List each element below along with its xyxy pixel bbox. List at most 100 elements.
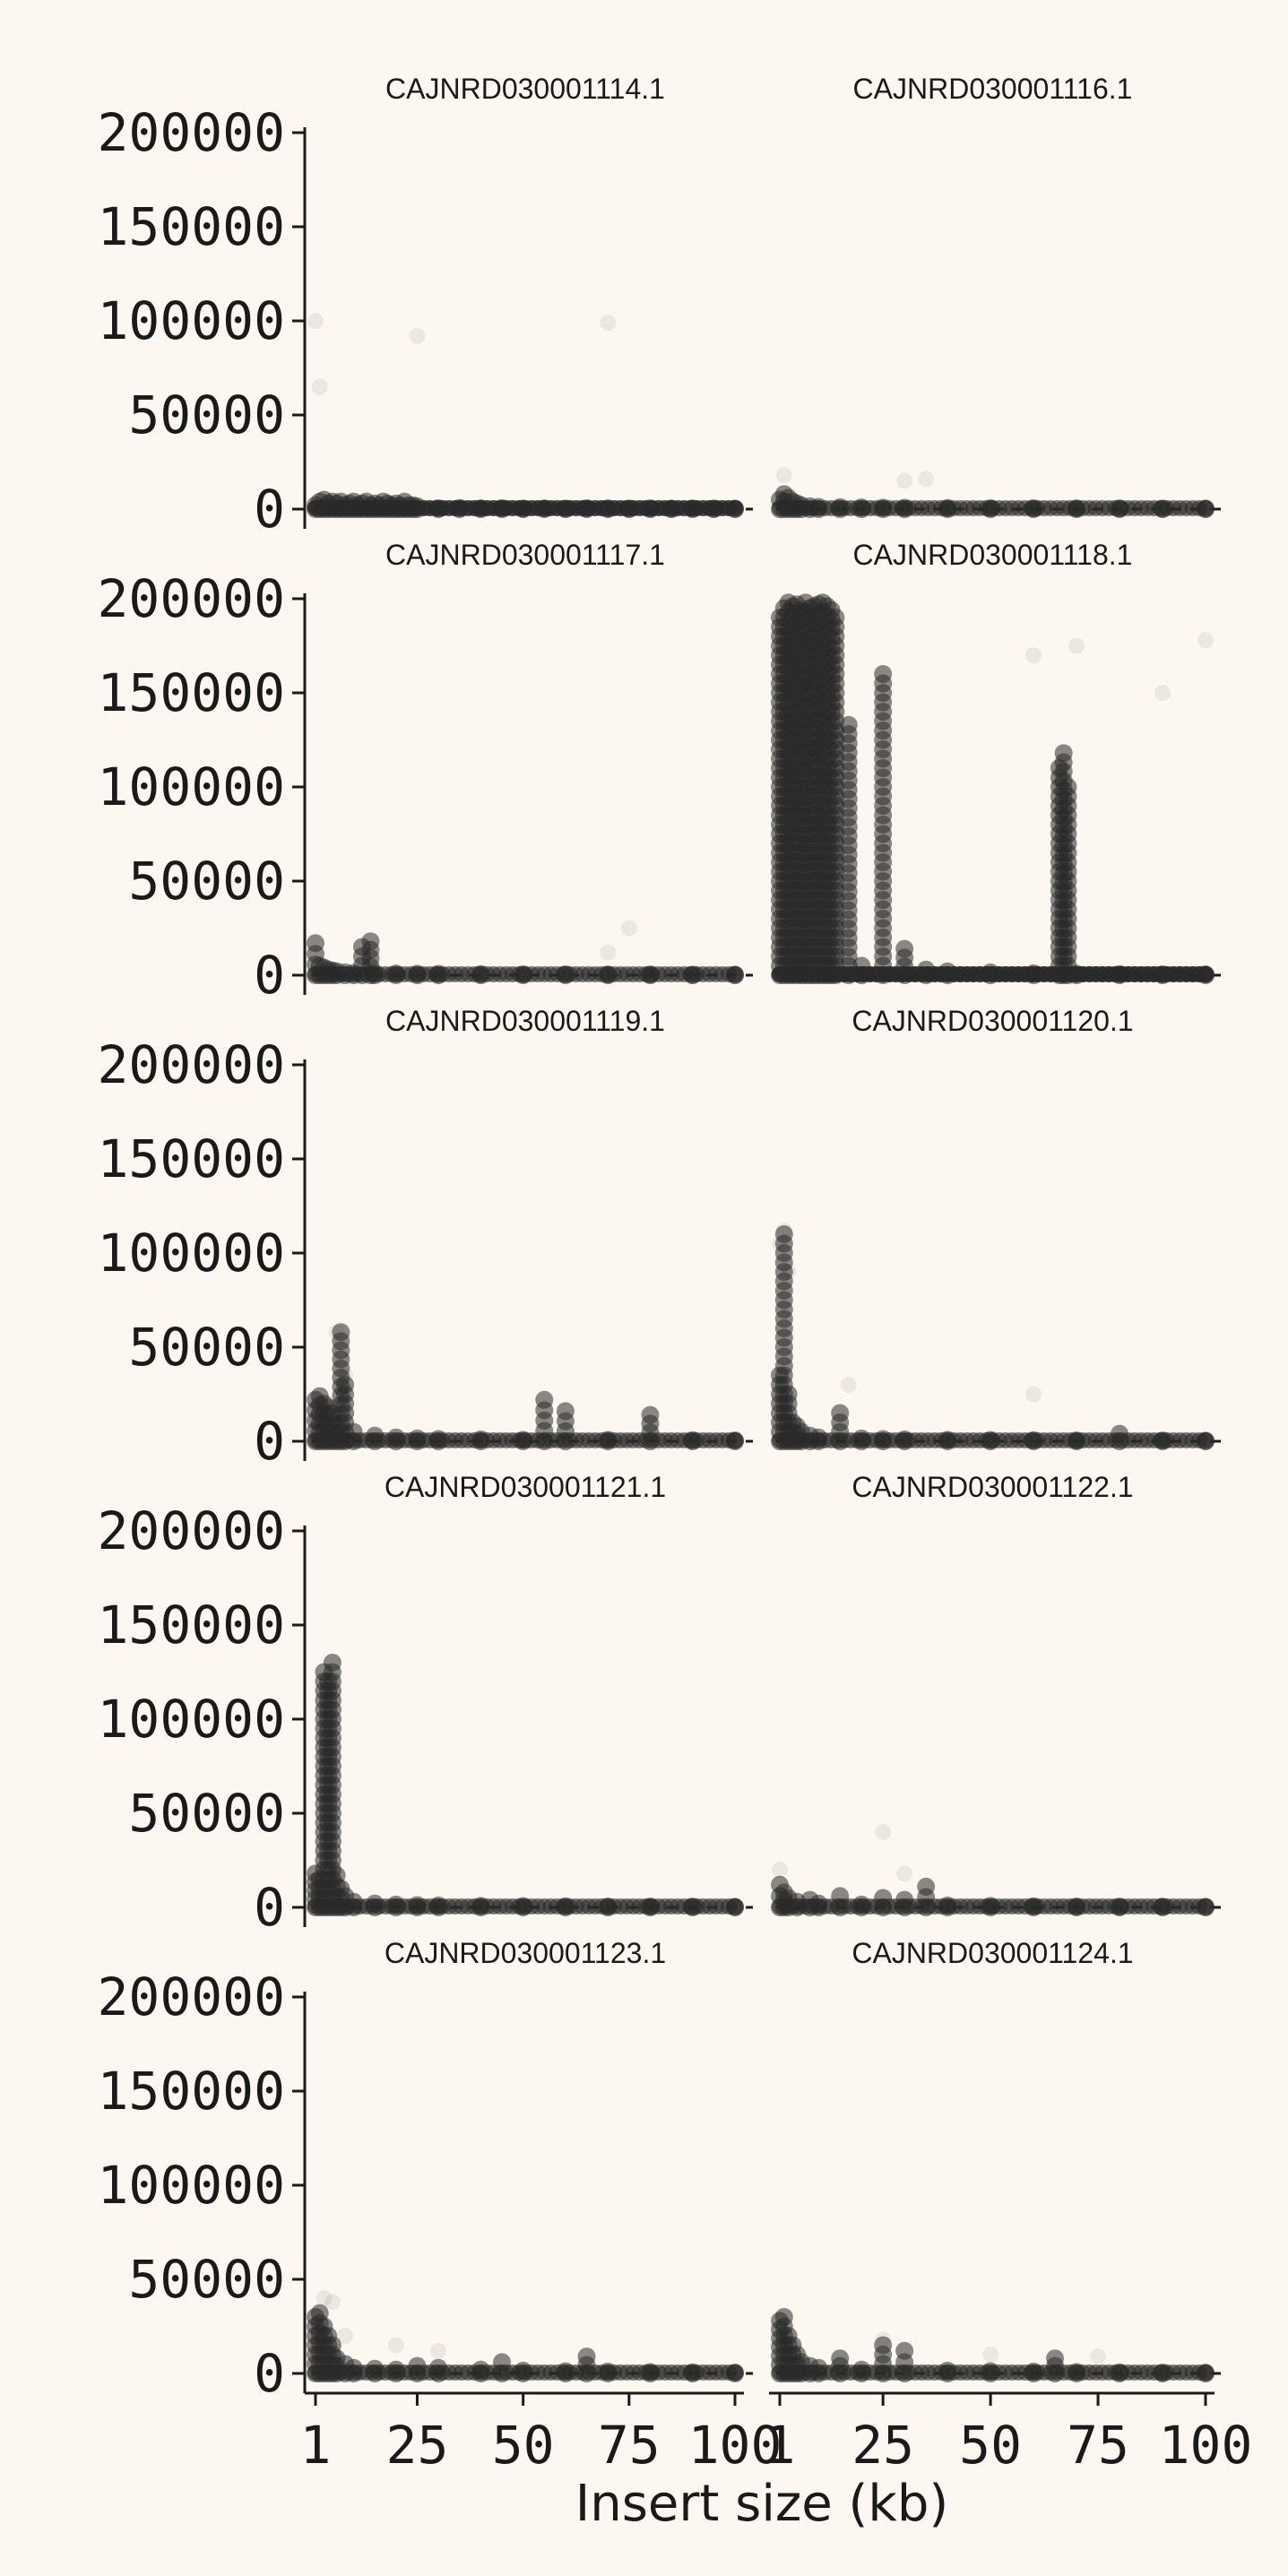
x-tick-label: 25 bbox=[386, 2415, 449, 2476]
data-point bbox=[620, 920, 637, 937]
data-point bbox=[775, 467, 792, 484]
data-point bbox=[840, 1377, 857, 1393]
data-point bbox=[409, 327, 426, 344]
panel-title: CAJNRD030001119.1 bbox=[385, 1005, 665, 1037]
data-point bbox=[895, 2341, 914, 2360]
y-tick-label: 150000 bbox=[97, 662, 285, 723]
data-point bbox=[1025, 647, 1042, 663]
data-point bbox=[831, 1404, 850, 1422]
data-point bbox=[874, 2336, 893, 2355]
x-axis-title: Insert size (kb) bbox=[575, 2475, 948, 2533]
facet-panel: CAJNRD030001116.1 bbox=[771, 73, 1223, 518]
y-tick-label: 50000 bbox=[128, 1783, 285, 1844]
y-tick-label: 150000 bbox=[97, 1595, 285, 1655]
y-tick-label: 200000 bbox=[97, 568, 285, 629]
data-point bbox=[311, 378, 328, 395]
data-point bbox=[874, 665, 893, 683]
facet-panel: CAJNRD030001118.1 bbox=[771, 539, 1223, 984]
y-tick-label: 200000 bbox=[97, 1967, 285, 2027]
panel-title: CAJNRD030001123.1 bbox=[385, 1937, 666, 1969]
x-tick-label: 1 bbox=[765, 2415, 796, 2476]
data-point bbox=[1154, 685, 1171, 701]
panel-title: CAJNRD030001122.1 bbox=[851, 1471, 1133, 1503]
data-point bbox=[577, 2347, 596, 2366]
x-tick-label: 50 bbox=[492, 2415, 555, 2476]
x-tick-label: 100 bbox=[1159, 2415, 1253, 2476]
data-point bbox=[774, 2308, 793, 2326]
data-point bbox=[896, 1865, 913, 1882]
panel-title: CAJNRD030001114.1 bbox=[385, 73, 665, 105]
data-point bbox=[727, 965, 743, 982]
data-point bbox=[774, 1225, 793, 1243]
data-point bbox=[1025, 1386, 1042, 1403]
data-point bbox=[307, 934, 324, 953]
x-tick-label: 50 bbox=[959, 2415, 1022, 2476]
data-point bbox=[316, 2290, 333, 2306]
panel-title: CAJNRD030001116.1 bbox=[853, 73, 1133, 105]
panel-title: CAJNRD030001120.1 bbox=[851, 1005, 1133, 1037]
data-point bbox=[1046, 2349, 1065, 2368]
y-tick-label: 150000 bbox=[97, 2061, 285, 2122]
y-tick-label: 0 bbox=[254, 2343, 285, 2404]
data-point bbox=[556, 1402, 575, 1421]
data-point bbox=[1090, 2348, 1107, 2365]
y-tick-label: 50000 bbox=[128, 2249, 285, 2310]
y-tick-label: 100000 bbox=[97, 756, 285, 817]
x-tick-label: 75 bbox=[598, 2415, 661, 2476]
data-point bbox=[982, 2347, 999, 2363]
data-point bbox=[895, 939, 914, 958]
data-point bbox=[535, 1390, 554, 1409]
x-tick-label: 75 bbox=[1067, 2415, 1129, 2476]
data-point bbox=[727, 1897, 743, 1915]
data-point bbox=[1197, 1897, 1214, 1915]
y-tick-label: 200000 bbox=[97, 1034, 285, 1095]
panel-title: CAJNRD030001117.1 bbox=[385, 539, 665, 571]
data-point bbox=[1197, 632, 1214, 649]
data-point bbox=[1197, 499, 1214, 516]
data-point bbox=[917, 1877, 936, 1896]
data-point bbox=[336, 1376, 355, 1394]
data-point bbox=[332, 1323, 350, 1342]
data-point bbox=[772, 1862, 788, 1878]
data-point bbox=[1059, 778, 1077, 796]
data-point bbox=[896, 472, 913, 489]
panel-title: CAJNRD030001118.1 bbox=[853, 539, 1133, 571]
panel-title: CAJNRD030001121.1 bbox=[385, 1471, 666, 1503]
facet-panel: CAJNRD030001121.1 0 50000 100000 150000 20000… bbox=[97, 1471, 753, 1938]
data-point bbox=[918, 471, 935, 488]
data-point bbox=[727, 499, 743, 516]
y-tick-label: 200000 bbox=[97, 1500, 285, 1561]
x-tick-label: 1 bbox=[300, 2415, 332, 2476]
y-tick-label: 100000 bbox=[97, 1223, 285, 1284]
data-point bbox=[1197, 2364, 1214, 2381]
y-tick-label: 150000 bbox=[97, 1128, 285, 1189]
data-point bbox=[727, 2364, 743, 2381]
facet-panel: CAJNRD030001114.1 0 50000 100000 150000 20000… bbox=[97, 73, 753, 540]
facet-panel: CAJNRD030001117.1 0 50000 100000 150000 20000… bbox=[97, 539, 753, 1006]
data-point bbox=[779, 1385, 798, 1404]
y-tick-label: 100000 bbox=[97, 2155, 285, 2216]
y-tick-label: 50000 bbox=[128, 1317, 285, 1378]
y-tick-label: 0 bbox=[254, 1411, 285, 1472]
y-tick-label: 0 bbox=[254, 945, 285, 1006]
data-point bbox=[839, 715, 858, 734]
data-point bbox=[387, 2337, 404, 2354]
y-tick-label: 50000 bbox=[128, 385, 285, 445]
data-point bbox=[600, 315, 617, 332]
data-point bbox=[727, 1431, 743, 1448]
facet-panel: CAJNRD030001120.1 bbox=[771, 1005, 1223, 1450]
data-point bbox=[1197, 1431, 1214, 1448]
data-point bbox=[337, 2328, 354, 2344]
y-tick-label: 100000 bbox=[97, 290, 285, 351]
data-point bbox=[600, 944, 617, 961]
y-tick-label: 150000 bbox=[97, 196, 285, 257]
data-point bbox=[826, 609, 845, 627]
data-point bbox=[361, 932, 380, 951]
y-tick-label: 0 bbox=[254, 1877, 285, 1938]
data-point bbox=[307, 313, 324, 329]
y-tick-label: 0 bbox=[254, 479, 285, 540]
data-point bbox=[324, 2294, 341, 2311]
data-point bbox=[1054, 744, 1073, 763]
data-point bbox=[831, 2349, 850, 2368]
